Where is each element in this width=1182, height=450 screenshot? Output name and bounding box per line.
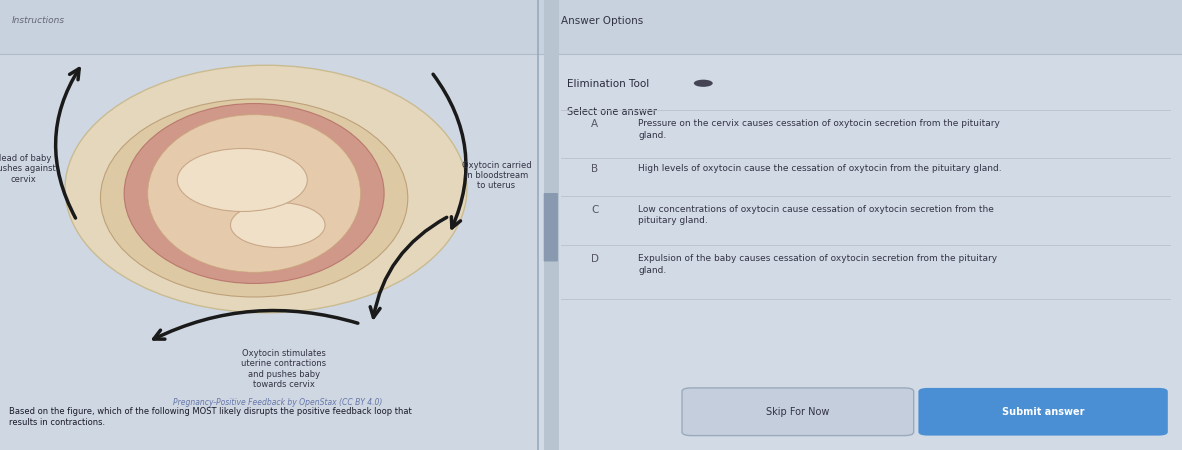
- Ellipse shape: [177, 148, 307, 211]
- Text: Expulsion of the baby causes cessation of oxytocin secretion from the pituitary
: Expulsion of the baby causes cessation o…: [638, 254, 998, 274]
- Text: Pregnancy-Positive Feedback by OpenStax (CC BY 4.0): Pregnancy-Positive Feedback by OpenStax …: [173, 398, 383, 407]
- Text: Low concentrations of oxytocin cause cessation of oxytocin secretion from the
pi: Low concentrations of oxytocin cause ces…: [638, 205, 994, 225]
- FancyBboxPatch shape: [918, 388, 1168, 436]
- Text: C: C: [591, 205, 598, 215]
- FancyBboxPatch shape: [682, 388, 914, 436]
- FancyBboxPatch shape: [544, 193, 558, 261]
- Circle shape: [694, 80, 713, 87]
- FancyBboxPatch shape: [0, 0, 538, 450]
- Ellipse shape: [65, 65, 467, 313]
- Ellipse shape: [124, 104, 384, 284]
- Text: D: D: [591, 254, 599, 264]
- Text: B: B: [591, 164, 598, 174]
- Text: Instructions: Instructions: [12, 16, 65, 25]
- Text: Skip For Now: Skip For Now: [766, 407, 830, 417]
- Text: A: A: [591, 119, 598, 129]
- Text: Head of baby
pushes against
cervix: Head of baby pushes against cervix: [0, 154, 56, 184]
- Text: Elimination Tool: Elimination Tool: [567, 79, 650, 89]
- Ellipse shape: [230, 202, 325, 248]
- Text: High levels of oxytocin cause the cessation of oxytocin from the pituitary gland: High levels of oxytocin cause the cessat…: [638, 164, 1002, 173]
- Text: Select one answer: Select one answer: [567, 107, 657, 117]
- Text: Submit answer: Submit answer: [1002, 407, 1085, 417]
- FancyBboxPatch shape: [544, 0, 559, 450]
- Text: Oxytocin stimulates
uterine contractions
and pushes baby
towards cervix: Oxytocin stimulates uterine contractions…: [241, 349, 326, 389]
- Text: Based on the figure, which of the following MOST likely disrupts the positive fe: Based on the figure, which of the follow…: [9, 407, 413, 427]
- Text: Answer Options: Answer Options: [561, 16, 644, 26]
- Text: Oxytocin carried
in bloodstream
to uterus: Oxytocin carried in bloodstream to uteru…: [462, 161, 531, 190]
- Ellipse shape: [100, 99, 408, 297]
- FancyBboxPatch shape: [538, 0, 1182, 450]
- Ellipse shape: [148, 115, 361, 272]
- Text: Pressure on the cervix causes cessation of oxytocin secretion from the pituitary: Pressure on the cervix causes cessation …: [638, 119, 1000, 140]
- FancyBboxPatch shape: [0, 0, 1182, 54]
